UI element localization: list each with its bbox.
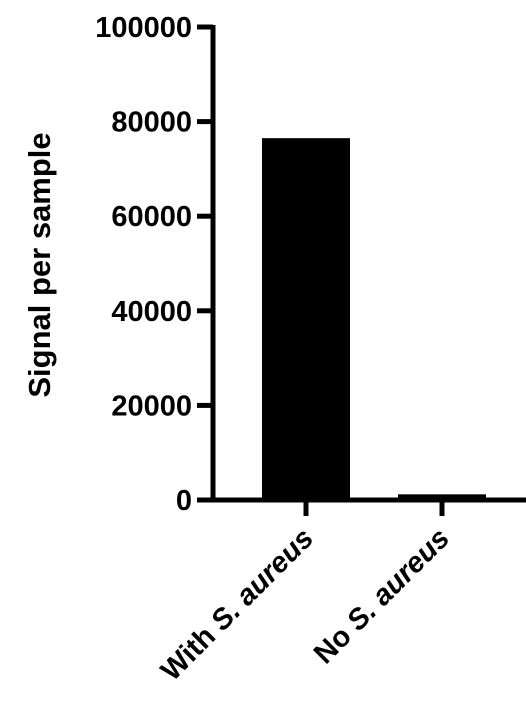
y-ticks: 0 20000 40000 60000 80000 100000 [95,12,213,517]
x-tick-label-species: S. aureus [205,522,320,637]
y-tick-label: 60000 [111,201,192,233]
y-tick-label: 80000 [111,107,192,139]
bar-1 [262,138,350,500]
x-tick-label-species: S. aureus [341,522,456,637]
bar-2 [398,494,486,500]
y-tick-label: 0 [176,485,192,517]
y-tick-label: 40000 [111,296,192,328]
y-tick-label: 20000 [111,390,192,422]
x-tick-label: With S. aureus [155,522,320,687]
y-tick-label: 100000 [95,12,192,44]
x-tick-label: No S. aureus [308,522,456,670]
y-axis-label: Signal per sample [22,132,57,397]
bars [262,138,486,500]
axes [210,25,526,503]
